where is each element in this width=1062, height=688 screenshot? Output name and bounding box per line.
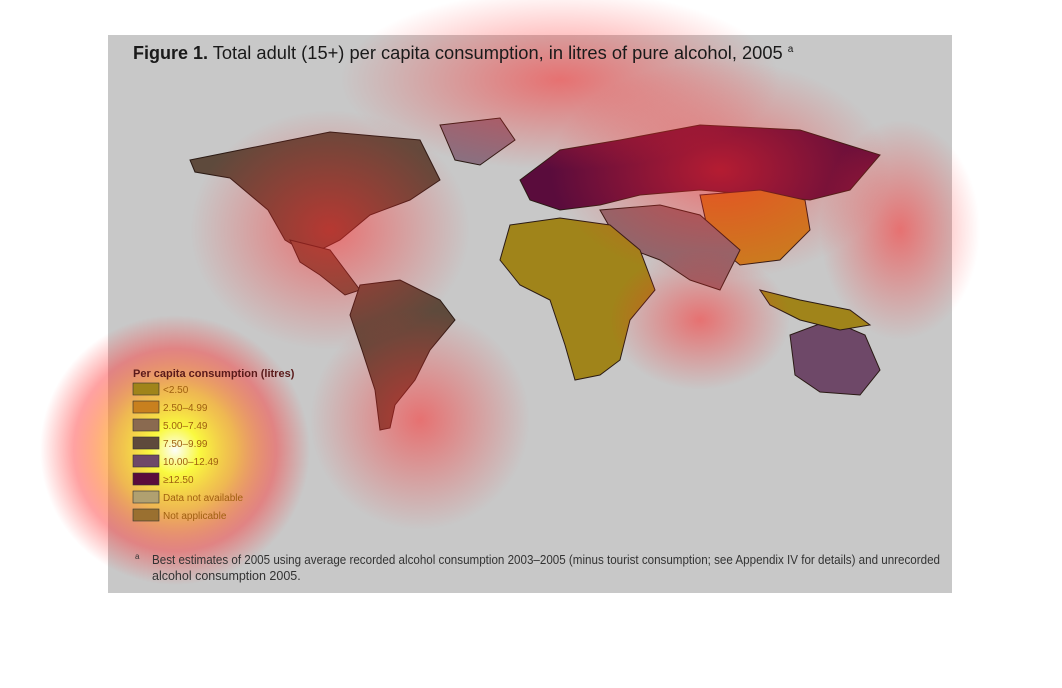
title-note: a xyxy=(788,44,794,55)
legend: <2.50 2.50–4.99 5.00–7.49 7.50–9.99 10.00–12… xyxy=(132,382,243,522)
legend-label: <2.50 xyxy=(163,385,189,396)
legend-swatch xyxy=(132,418,160,432)
legend-swatch xyxy=(132,472,160,486)
footnote-line: alcohol consumption 2005. xyxy=(152,569,301,583)
legend-label: 10.00–12.49 xyxy=(163,457,219,468)
legend-swatch xyxy=(132,382,160,396)
legend-label: Data not available xyxy=(163,493,243,504)
legend-swatch xyxy=(132,454,160,468)
legend-swatch xyxy=(132,400,160,414)
legend-swatch xyxy=(132,436,160,450)
legend-swatch xyxy=(132,508,160,522)
legend-swatch xyxy=(132,490,160,504)
footnote-marker: a xyxy=(135,552,140,561)
legend-label: 7.50–9.99 xyxy=(163,439,208,450)
figure-title-text: Total adult (15+) per capita consumption… xyxy=(213,43,783,63)
legend-title: Per capita consumption (litres) xyxy=(133,368,295,380)
figure-label: Figure 1. xyxy=(133,43,208,63)
legend-label: ≥12.50 xyxy=(163,475,194,486)
legend-label: Not applicable xyxy=(163,511,227,522)
figure-title: Figure 1. Total adult (15+) per capita c… xyxy=(133,43,794,63)
legend-label: 5.00–7.49 xyxy=(163,421,208,432)
legend-label: 2.50–4.99 xyxy=(163,403,208,414)
footnote-line: Best estimates of 2005 using average rec… xyxy=(152,553,940,567)
